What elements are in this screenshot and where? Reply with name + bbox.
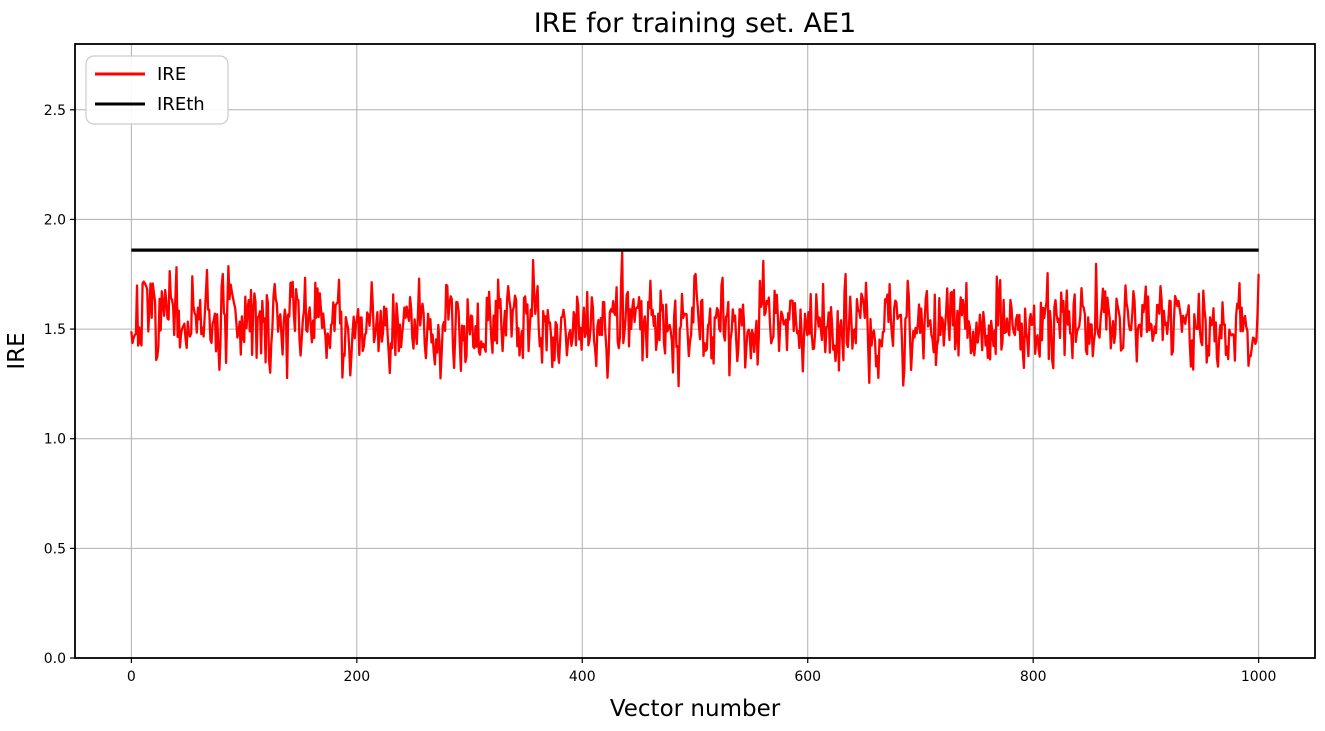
legend: IRE IREth xyxy=(85,55,229,125)
axis-ticks: 0 200 400 600 800 1000 0.0 0.5 1.0 1.5 2.0 2.5 xyxy=(44,103,1277,685)
x-tick-label: 200 xyxy=(343,669,370,685)
y-axis-label: IRE xyxy=(4,332,30,369)
y-tick-label: 2.0 xyxy=(44,212,66,228)
y-tick-label: 0.5 xyxy=(44,541,66,557)
x-tick-label: 0 xyxy=(127,669,136,685)
x-axis-label: Vector number xyxy=(610,696,781,722)
x-tick-label: 600 xyxy=(794,669,821,685)
x-tick-label: 800 xyxy=(1020,669,1047,685)
legend-label: IRE xyxy=(157,64,186,85)
legend-label: IREth xyxy=(157,94,205,115)
y-tick-label: 1.0 xyxy=(44,432,66,448)
plot-border xyxy=(74,43,1316,659)
x-tick-label: 400 xyxy=(569,669,596,685)
y-tick-label: 0.0 xyxy=(44,651,66,667)
series-ire xyxy=(130,251,1260,388)
chart-title: IRE for training set. AE1 xyxy=(534,8,856,39)
y-tick-label: 1.5 xyxy=(44,322,66,338)
y-tick-label: 2.5 xyxy=(44,103,66,119)
x-tick-label: 1000 xyxy=(1241,669,1277,685)
